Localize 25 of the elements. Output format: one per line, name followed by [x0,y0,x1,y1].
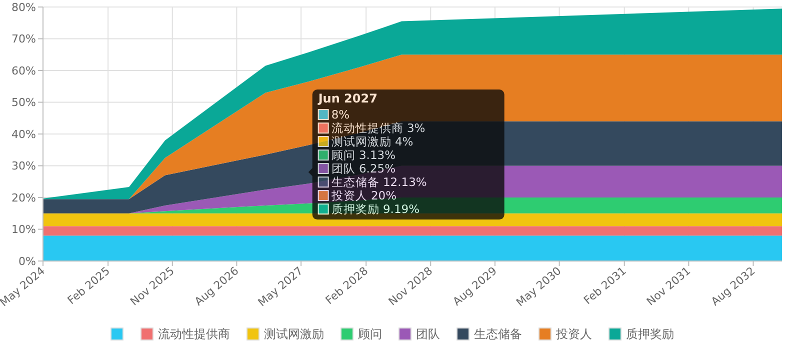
legend-label: 测试网激励 [264,327,324,342]
y-tick-label: 20% [12,191,36,204]
y-tick-label: 70% [12,32,36,46]
annotation: 流动性提供商 3% [331,121,426,136]
annotation: 生态储备 12.13% [331,175,427,190]
legend-label: 团队 [416,327,440,342]
legend-label: 流动性提供商 [158,327,230,342]
y-tick-label: 60% [12,64,36,78]
annotation: 团队 6.25% [331,162,396,176]
y-tick-label: 50% [12,96,36,110]
y-tick-label: 40% [12,128,36,141]
annotation: 8% [331,108,350,122]
legend-label: 质押奖励 [626,327,674,342]
y-tick-label: 30% [12,160,36,173]
legend-label: 顾问 [358,327,382,342]
annotation: 测试网激励 4% [331,134,414,149]
annotation: 投资人 20% [330,188,397,203]
annotation: 质押奖励 9.19% [331,202,420,216]
y-tick-label: 0% [18,254,36,268]
legend-label: 生态储备 [474,327,522,342]
legend-label: 投资人 [555,327,592,342]
y-tick-label: 10% [12,223,36,236]
y-tick-label: 80% [12,0,36,14]
annotation: 顾问 3.13% [331,148,396,162]
annotation: Jun 2027 [317,92,378,106]
